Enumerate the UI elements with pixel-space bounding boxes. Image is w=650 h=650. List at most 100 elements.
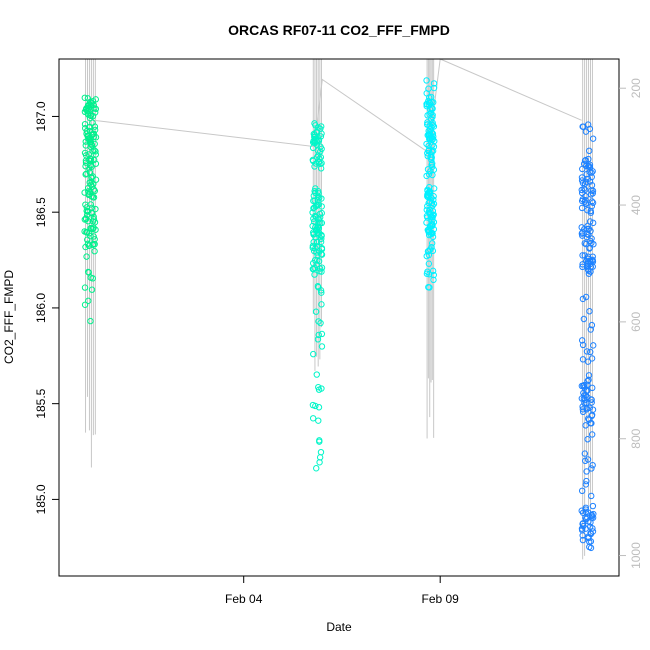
data-point	[315, 124, 322, 131]
x-axis: Feb 04 Feb 09	[225, 576, 459, 606]
data-point	[92, 105, 100, 113]
data-point	[584, 377, 591, 385]
connector-layer	[94, 58, 582, 154]
data-point	[578, 186, 585, 194]
data-point	[317, 448, 325, 456]
data-point	[581, 381, 588, 389]
data-point	[87, 317, 94, 325]
data-point	[579, 341, 587, 349]
data-point	[581, 180, 589, 187]
data-point	[315, 383, 322, 391]
data-point	[316, 265, 324, 272]
y2-tick-label: 400	[629, 195, 643, 215]
data-point	[312, 185, 319, 192]
data-point	[88, 178, 95, 185]
data-point	[589, 384, 596, 392]
data-point	[588, 198, 596, 205]
pressure-layer	[85, 59, 593, 560]
data-point	[83, 170, 90, 177]
data-point	[426, 271, 433, 278]
data-point	[82, 201, 89, 208]
data-point	[588, 355, 596, 362]
data-point	[318, 330, 326, 338]
y-tick-label: 185.5	[34, 388, 48, 418]
data-point	[423, 206, 430, 214]
points-layer	[81, 77, 597, 552]
data-point	[585, 509, 592, 516]
data-point	[583, 477, 590, 485]
data-point	[88, 174, 95, 182]
data-point	[314, 147, 322, 154]
data-point	[586, 147, 593, 155]
data-point	[582, 196, 589, 204]
data-point	[581, 252, 588, 259]
data-point	[309, 401, 317, 409]
data-point	[589, 187, 597, 195]
data-point	[423, 140, 430, 148]
data-point	[425, 97, 432, 105]
data-point	[313, 141, 321, 148]
data-point	[583, 233, 591, 241]
data-point	[87, 162, 94, 169]
data-point	[313, 138, 321, 145]
data-point	[309, 244, 316, 251]
data-point	[428, 243, 435, 251]
data-point	[588, 492, 595, 500]
data-point	[588, 396, 595, 403]
data-point	[313, 154, 321, 161]
data-point	[584, 456, 592, 463]
data-point	[318, 232, 325, 240]
data-point	[425, 127, 432, 135]
data-point	[582, 422, 589, 429]
data-point	[90, 213, 97, 220]
data-point	[583, 178, 590, 186]
data-point	[430, 218, 438, 226]
data-point	[83, 253, 90, 260]
data-point	[88, 225, 95, 232]
data-point	[579, 520, 587, 527]
data-point	[314, 336, 322, 343]
data-point	[315, 417, 322, 424]
data-point	[430, 80, 438, 87]
data-point	[426, 111, 433, 118]
data-point	[429, 111, 436, 119]
data-point	[428, 105, 435, 112]
data-point	[92, 160, 100, 167]
data-point	[580, 123, 587, 130]
data-point	[589, 219, 597, 227]
data-point	[426, 206, 434, 213]
data-point	[313, 465, 320, 472]
data-point	[313, 225, 320, 232]
data-point	[81, 189, 88, 196]
y2-tick-label: 800	[629, 428, 643, 448]
data-point	[586, 404, 593, 412]
data-point	[91, 126, 99, 134]
data-point	[582, 192, 589, 200]
data-point	[588, 431, 596, 438]
data-point	[589, 168, 596, 175]
x-axis-label: Date	[326, 620, 352, 634]
data-point	[578, 487, 586, 495]
chart-title: ORCAS RF07-11 CO2_FFF_FMPD	[228, 22, 450, 38]
data-point	[582, 293, 590, 301]
data-point	[426, 94, 433, 101]
data-point	[316, 437, 323, 444]
data-point	[424, 214, 431, 221]
data-point	[583, 406, 590, 413]
data-point	[318, 289, 325, 296]
data-point	[580, 522, 587, 530]
data-point	[88, 286, 96, 293]
data-point	[425, 260, 433, 267]
data-point	[429, 212, 437, 219]
data-point	[81, 301, 89, 308]
data-point	[81, 284, 89, 291]
data-point	[312, 245, 319, 252]
data-point	[88, 131, 95, 138]
data-point	[318, 343, 326, 350]
data-point	[581, 186, 589, 193]
data-point	[583, 399, 590, 407]
data-point	[87, 232, 94, 240]
data-point	[582, 128, 590, 135]
data-point	[86, 168, 94, 176]
